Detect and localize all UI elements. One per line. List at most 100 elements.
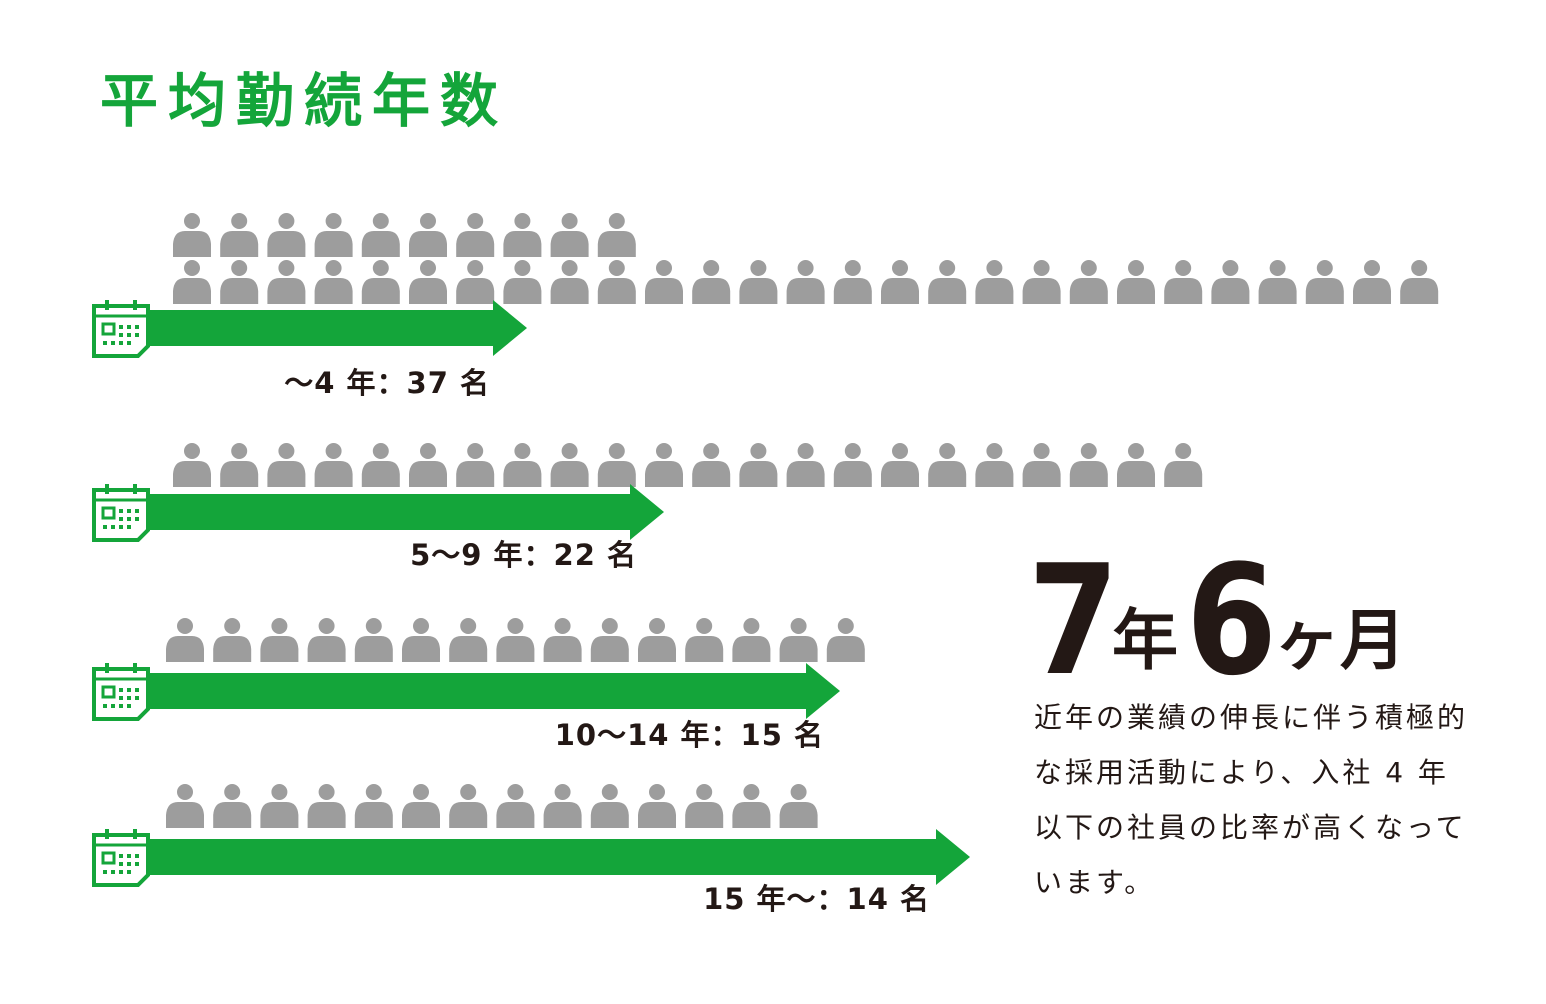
person-icon bbox=[1117, 260, 1155, 304]
person-icon bbox=[645, 443, 683, 487]
person-icon bbox=[260, 784, 299, 828]
person-icon bbox=[779, 784, 818, 828]
person-icon bbox=[213, 618, 252, 662]
person-icon bbox=[1022, 443, 1061, 487]
person-icon bbox=[314, 443, 353, 487]
person-icon bbox=[881, 443, 919, 487]
category-row: 10〜14 年：15 名 bbox=[92, 618, 865, 752]
person-icon bbox=[1164, 443, 1203, 487]
person-icon bbox=[1069, 260, 1108, 304]
person-icon bbox=[267, 443, 306, 487]
person-icon bbox=[779, 618, 818, 662]
person-icon bbox=[543, 784, 582, 828]
person-icon bbox=[496, 784, 535, 828]
tenure-bar bbox=[145, 300, 527, 356]
person-icon bbox=[975, 260, 1014, 304]
person-icon bbox=[833, 443, 872, 487]
person-icon bbox=[314, 260, 353, 304]
average-tenure-summary: 7 年 6 ヶ月 bbox=[1028, 528, 1498, 709]
person-icon bbox=[550, 213, 589, 257]
person-icon bbox=[1022, 260, 1061, 304]
person-icon bbox=[1069, 443, 1108, 487]
person-icon bbox=[260, 618, 299, 662]
person-icon bbox=[590, 784, 629, 828]
person-icon bbox=[685, 784, 724, 828]
summary-description: 近年の業績の伸長に伴う積極的な採用活動により、入社 4 年以下の社員の比率が高く… bbox=[1034, 701, 1469, 899]
person-icon bbox=[1258, 260, 1297, 304]
person-icon bbox=[409, 443, 447, 487]
person-icon bbox=[173, 213, 211, 257]
calendar-icon bbox=[92, 829, 150, 887]
person-icon bbox=[456, 443, 495, 487]
person-icon bbox=[786, 443, 825, 487]
person-icon bbox=[928, 443, 967, 487]
person-icon bbox=[503, 213, 542, 257]
person-icon bbox=[402, 784, 440, 828]
chart-title: 平均勤続年数 bbox=[100, 67, 509, 135]
person-icon bbox=[220, 260, 259, 304]
person-icon bbox=[220, 213, 259, 257]
person-icon bbox=[496, 618, 535, 662]
person-icon bbox=[1211, 260, 1250, 304]
tenure-bar bbox=[145, 829, 970, 885]
person-icon bbox=[166, 618, 204, 662]
summary-years-unit: 年 bbox=[1112, 602, 1178, 679]
person-icon bbox=[739, 260, 778, 304]
person-icon bbox=[503, 260, 542, 304]
person-icon bbox=[456, 260, 495, 304]
person-icon bbox=[314, 213, 353, 257]
person-icon bbox=[692, 443, 731, 487]
person-icon bbox=[597, 260, 636, 304]
person-icon bbox=[213, 784, 252, 828]
summary-months-unit: ヶ月 bbox=[1274, 602, 1406, 679]
person-icon bbox=[1164, 260, 1203, 304]
person-icon bbox=[550, 260, 589, 304]
person-icon bbox=[638, 784, 676, 828]
person-icon bbox=[1117, 443, 1155, 487]
person-icon bbox=[1400, 260, 1439, 304]
category-label: 10〜14 年：15 名 bbox=[555, 718, 824, 752]
person-icon bbox=[786, 260, 825, 304]
person-icon bbox=[307, 784, 346, 828]
person-icon bbox=[354, 784, 393, 828]
person-icon bbox=[975, 443, 1014, 487]
person-icon bbox=[449, 618, 488, 662]
person-icon bbox=[692, 260, 731, 304]
category-row: 5〜9 年：22 名 bbox=[92, 443, 1203, 572]
category-label: 〜4 年：37 名 bbox=[284, 366, 490, 400]
person-icon bbox=[1353, 260, 1391, 304]
person-icon bbox=[590, 618, 629, 662]
person-icon bbox=[550, 443, 589, 487]
person-icon bbox=[503, 443, 542, 487]
person-icon bbox=[354, 618, 393, 662]
person-icon bbox=[220, 443, 259, 487]
person-icon bbox=[449, 784, 488, 828]
person-icon bbox=[597, 443, 636, 487]
person-icon bbox=[409, 260, 447, 304]
tenure-bar bbox=[145, 663, 840, 719]
category-label: 5〜9 年：22 名 bbox=[410, 538, 637, 572]
person-icon bbox=[307, 618, 346, 662]
tenure-bar bbox=[145, 484, 664, 540]
person-icon bbox=[543, 618, 582, 662]
summary-years-value: 7 bbox=[1028, 532, 1119, 709]
person-icon bbox=[685, 618, 724, 662]
person-icon bbox=[645, 260, 683, 304]
person-icon bbox=[361, 443, 400, 487]
person-icon bbox=[409, 213, 447, 257]
calendar-icon bbox=[92, 484, 150, 542]
person-icon bbox=[638, 618, 676, 662]
person-icon bbox=[928, 260, 967, 304]
person-icon bbox=[267, 213, 306, 257]
person-icon bbox=[739, 443, 778, 487]
category-row: 15 年〜：14 名 bbox=[92, 784, 970, 916]
person-icon bbox=[173, 443, 211, 487]
person-icon bbox=[166, 784, 204, 828]
person-icon bbox=[267, 260, 306, 304]
person-icon bbox=[732, 784, 771, 828]
person-icon bbox=[361, 260, 400, 304]
calendar-icon bbox=[92, 300, 150, 358]
person-icon bbox=[173, 260, 211, 304]
summary-months-value: 6 bbox=[1186, 532, 1277, 709]
